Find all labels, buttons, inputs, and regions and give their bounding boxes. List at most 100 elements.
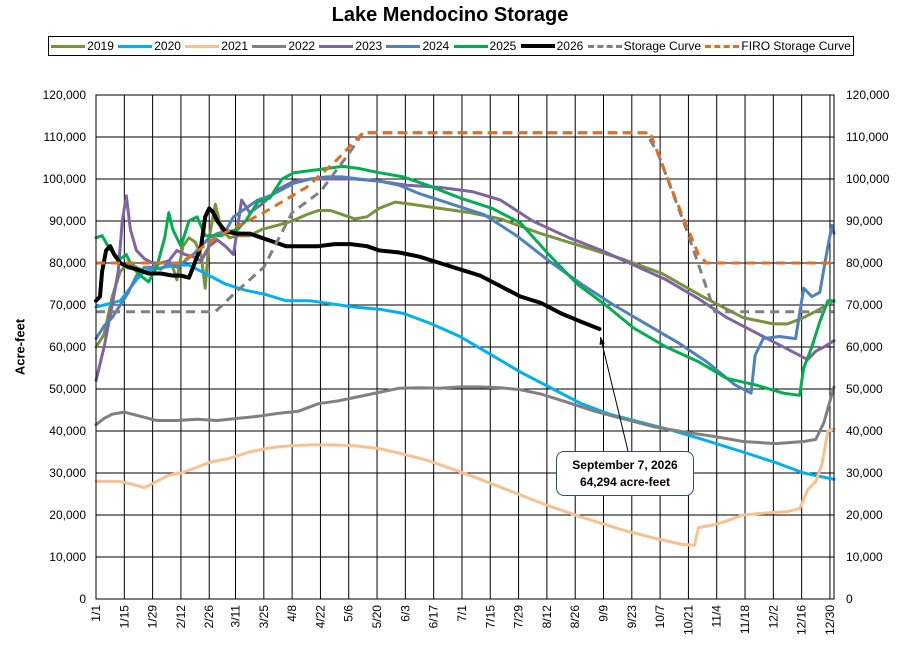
- annotation-arrow-layer: [599, 336, 629, 452]
- series-layer: [94, 131, 836, 547]
- y-tick-label-left: 10,000: [49, 550, 86, 564]
- y-tick-label-left: 80,000: [49, 256, 86, 270]
- y-tick-label-left: 20,000: [49, 508, 86, 522]
- x-tick-label: 9/23: [625, 605, 639, 629]
- x-tick-label: 4/8: [285, 605, 299, 622]
- legend-item: 2026: [520, 39, 584, 53]
- x-tick-label: 10/21: [681, 605, 695, 635]
- x-tick-label: 8/26: [568, 605, 582, 629]
- legend-swatch: [51, 44, 86, 48]
- legend-swatch: [386, 44, 421, 48]
- legend-label: 2023: [355, 39, 383, 53]
- legend-item: 2020: [118, 39, 181, 53]
- y-tick-label-right: 50,000: [846, 382, 883, 396]
- y-tick-label-left: 70,000: [49, 298, 86, 312]
- x-tick-label: 7/15: [483, 605, 497, 629]
- x-tick-label: 1/1: [89, 605, 103, 622]
- x-tick-label: 7/29: [512, 605, 526, 629]
- x-tick-label: 3/11: [229, 605, 243, 628]
- x-tick-label: 1/29: [146, 605, 160, 629]
- x-tick-label: 9/9: [597, 605, 611, 622]
- y-tick-label-right: 0: [846, 592, 853, 606]
- legend-swatch: [705, 44, 740, 48]
- y-tick-label-right: 20,000: [846, 508, 883, 522]
- series-line-2022: [94, 385, 836, 446]
- series-line-2021: [94, 427, 836, 547]
- y-tick-label-left: 30,000: [49, 466, 86, 480]
- y-tick-label-right: 80,000: [846, 256, 883, 270]
- x-tick-label: 6/17: [427, 605, 441, 629]
- series-line-2025: [94, 164, 836, 397]
- legend-swatch: [319, 44, 354, 48]
- legend-item: 2022: [252, 39, 315, 53]
- x-tick-label: 12/2: [766, 605, 780, 629]
- plot-border: [95, 94, 835, 600]
- x-tick-label: 11/18: [738, 605, 752, 634]
- legend-item: Storage Curve: [587, 39, 702, 53]
- x-tick-label: 2/12: [174, 605, 188, 629]
- y-tick-label-right: 100,000: [846, 172, 890, 186]
- x-tick-label: 11/4: [710, 605, 724, 628]
- legend-label: 2019: [87, 39, 114, 53]
- legend-swatch: [118, 44, 153, 48]
- x-tick-label: 12/30: [823, 605, 837, 635]
- y-tick-label-right: 10,000: [846, 550, 883, 564]
- legend-label: 2022: [288, 39, 316, 53]
- y-tick-label-right: 40,000: [846, 424, 883, 438]
- x-tick-label: 6/3: [398, 605, 412, 622]
- legend-swatch: [185, 44, 220, 48]
- annotation-arrowhead: [599, 336, 605, 345]
- series-line-storage-curve: [96, 131, 834, 314]
- y-tick-label-left: 0: [79, 592, 86, 606]
- annotation-line-1: September 7, 2026: [572, 458, 678, 472]
- x-tick-label: 5/6: [342, 605, 356, 622]
- y-tick-label-left: 90,000: [49, 214, 86, 228]
- legend-label: Storage Curve: [623, 39, 702, 53]
- legend: 2019 2020 2021 2022 2023 2024 2025 2026 Storage …: [48, 36, 854, 56]
- y-tick-label-left: 60,000: [49, 340, 86, 354]
- x-tick-label: 2/26: [202, 605, 216, 629]
- legend-swatch: [587, 44, 622, 48]
- y-tick-label-left: 40,000: [49, 424, 86, 438]
- x-tick-label: 8/12: [540, 605, 554, 629]
- legend-item: 2025: [453, 39, 517, 53]
- annotation-line-2: 64,294 acre-feet: [579, 475, 671, 489]
- legend-swatch: [520, 44, 555, 48]
- y-tick-label-right: 90,000: [846, 214, 883, 228]
- x-tick-label: 12/16: [795, 605, 809, 635]
- y-tick-label-left: 120,000: [43, 88, 87, 102]
- legend-label: FIRO Storage Curve: [741, 39, 851, 53]
- y-tick-label-left: 110,000: [44, 130, 87, 144]
- legend-label: 2025: [489, 39, 517, 53]
- legend-item: 2023: [319, 39, 382, 53]
- y-tick-label-right: 70,000: [846, 298, 883, 312]
- y-tick-label-right: 30,000: [846, 466, 883, 480]
- series-line-firo-storage-curve: [96, 131, 834, 265]
- legend-label: 2021: [221, 39, 248, 53]
- series-line-2024: [94, 175, 836, 395]
- y-tick-label-left: 100,000: [43, 172, 87, 186]
- series-line-2023: [94, 177, 836, 383]
- legend-label: 2026: [556, 39, 584, 53]
- annotation-arrow: [599, 336, 629, 452]
- y-tick-label-right: 110,000: [846, 130, 889, 144]
- legend-item: FIRO Storage Curve: [705, 39, 851, 53]
- axis-layer: 0 0 10,000 10,000 20,000 20,000 30,000 30,000 40…: [43, 88, 890, 635]
- legend-label: 2024: [422, 39, 450, 53]
- legend-item: 2024: [386, 39, 449, 53]
- y-tick-label-right: 120,000: [846, 88, 890, 102]
- x-tick-label: 1/15: [117, 605, 131, 629]
- legend-label: 2020: [154, 39, 181, 53]
- legend-item: 2021: [185, 39, 248, 53]
- x-tick-label: 3/25: [257, 605, 271, 629]
- x-tick-label: 5/20: [370, 605, 384, 629]
- y-tick-label-right: 60,000: [846, 340, 883, 354]
- legend-swatch: [453, 44, 488, 48]
- legend-swatch: [252, 44, 287, 48]
- x-tick-label: 10/7: [653, 605, 667, 629]
- legend-item: 2019: [51, 39, 114, 53]
- x-tick-label: 4/22: [313, 605, 327, 629]
- y-tick-label-left: 50,000: [49, 382, 86, 396]
- annotation-callout: September 7, 2026 64,294 acre-feet: [556, 451, 694, 496]
